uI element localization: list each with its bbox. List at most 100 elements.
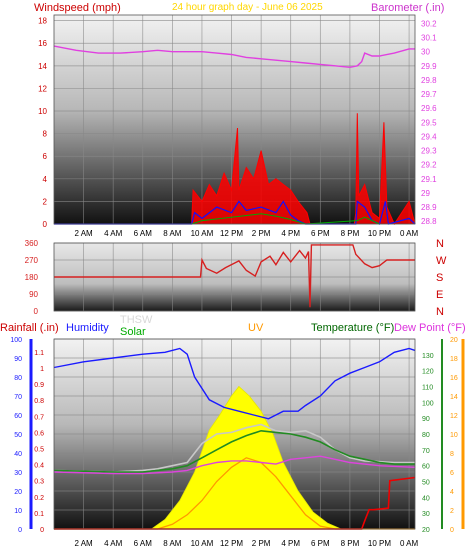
panel-frame (53, 242, 416, 312)
barometer-tick-label: 29.7 (421, 90, 437, 99)
time-tick-label: 6 PM (311, 229, 330, 238)
time-tick-label: 10 PM (368, 539, 391, 548)
rainfall-tick-label: 0.8 (34, 398, 44, 405)
windspeed-tick-label: 16 (38, 39, 47, 48)
solar-label: Solar (120, 326, 146, 338)
time-tick-label: 12 PM (220, 229, 243, 238)
time-tick-label: 2 AM (74, 539, 93, 548)
temperature-tick-label: 110 (422, 385, 433, 392)
time-tick-label: 4 PM (281, 229, 300, 238)
windspeed-axis-title: Windspeed (mph) (34, 2, 121, 14)
temperature-tick-label: 30 (422, 511, 430, 518)
barometer-series (53, 45, 415, 69)
windspeed-tick-label: 6 (43, 152, 48, 161)
barometer-tick-label: 29.5 (421, 118, 437, 127)
barometer-tick-label: 30 (421, 48, 430, 57)
time-tick-label: 0 AM (400, 539, 419, 548)
barometer-tick-label: 29.3 (421, 147, 437, 156)
barometer-tick-label: 29.4 (421, 132, 437, 141)
panel-frame (53, 338, 416, 530)
temperature-tick-label: 130 (422, 353, 434, 360)
temperature-tick-label: 20 (422, 527, 430, 534)
temperature-tick-label: 70 (422, 448, 430, 455)
time-tick-label: 12 PM (220, 539, 243, 548)
time-tick-label: 10 AM (191, 539, 214, 548)
rainfall-tick-label: 0.2 (34, 495, 44, 502)
uv-tick-label: 8 (450, 451, 454, 458)
weather-panel-plot (53, 347, 416, 530)
time-tick-label: 8 PM (341, 229, 360, 238)
time-tick-label: 8 PM (341, 539, 360, 548)
compass-label: N (436, 306, 444, 318)
barometer-tick-label: 29.1 (421, 175, 437, 184)
barometer-tick-label: 28.9 (421, 203, 437, 212)
direction-tick-label: 270 (25, 256, 39, 265)
wind-panel-plot (53, 45, 416, 226)
windspeed-tick-label: 4 (43, 175, 48, 184)
windspeed-tick-label: 2 (43, 197, 48, 206)
time-tick-label: 10 PM (368, 229, 391, 238)
time-tick-label: 4 AM (104, 539, 123, 548)
temperature-tick-label: 80 (422, 432, 430, 439)
uv-tick-label: 6 (450, 470, 454, 477)
uv-tick-label: 0 (450, 527, 454, 534)
humidity-series (53, 347, 416, 420)
compass-label: E (436, 289, 443, 301)
temperature-tick-label: 120 (422, 369, 434, 376)
rainfall-tick-label: 0.3 (34, 479, 44, 486)
barometer-tick-label: 29 (421, 189, 430, 198)
rainfall-tick-label: 0.6 (34, 430, 44, 437)
uv-tick-label: 12 (450, 413, 458, 420)
time-tick-label: 6 PM (311, 539, 330, 548)
barometer-tick-label: 30.2 (421, 19, 437, 28)
temperature-tick-label: 60 (422, 464, 430, 471)
time-tick-label: 8 AM (163, 539, 182, 548)
temperature-axis-title: Temperature (°F) (311, 322, 394, 334)
windspeed-tick-label: 14 (38, 62, 47, 71)
time-tick-label: 2 AM (74, 229, 93, 238)
solar-series (54, 385, 415, 530)
windspeed-tick-label: 18 (38, 17, 47, 26)
uv-label: UV (248, 322, 264, 334)
time-tick-label: 2 PM (252, 229, 271, 238)
humidity-tick-label: 20 (14, 489, 22, 496)
compass-label: W (436, 255, 447, 267)
wind-gust-series (54, 113, 416, 226)
wind-avg-series (54, 200, 416, 225)
rainfall-tick-label: 1 (40, 366, 44, 373)
time-tick-label: 10 AM (191, 229, 214, 238)
time-tick-label: 2 PM (252, 539, 271, 548)
uv-tick-label: 10 (450, 432, 458, 439)
humidity-tick-label: 30 (14, 470, 22, 477)
barometer-tick-label: 29.9 (421, 62, 437, 71)
rainfall-tick-label: 0.5 (34, 446, 44, 453)
rainfall-series (54, 476, 416, 530)
thsw-series (53, 423, 415, 473)
barometer-tick-label: 29.8 (421, 76, 437, 85)
temperature-tick-label: 50 (422, 480, 430, 487)
humidity-tick-label: 40 (14, 451, 22, 458)
direction-panel-plot (54, 244, 415, 308)
barometer-tick-label: 30.1 (421, 34, 437, 43)
direction-tick-label: 360 (25, 239, 39, 248)
barometer-tick-label: 29.6 (421, 104, 437, 113)
uv-tick-label: 2 (450, 508, 454, 515)
wind-direction-series (54, 244, 415, 308)
humidity-tick-label: 90 (14, 356, 22, 363)
temperature-tick-label: 100 (422, 400, 434, 407)
temperature-tick-label: 90 (422, 416, 430, 423)
time-tick-label: 6 AM (134, 229, 153, 238)
time-tick-label: 0 AM (400, 229, 419, 238)
rainfall-axis-title: Rainfall (.in) (0, 322, 59, 334)
compass-label: N (436, 238, 444, 250)
direction-tick-label: 180 (25, 273, 39, 282)
barometer-tick-label: 28.8 (421, 217, 437, 226)
uv-tick-label: 14 (450, 394, 458, 401)
rainfall-tick-label: 1.1 (34, 350, 44, 357)
windspeed-tick-label: 0 (43, 220, 48, 229)
rainfall-tick-label: 0.1 (34, 511, 44, 518)
time-tick-label: 6 AM (134, 539, 153, 548)
windspeed-tick-label: 10 (38, 107, 47, 116)
uv-tick-label: 20 (450, 337, 458, 344)
rainfall-tick-label: 0.7 (34, 414, 44, 421)
